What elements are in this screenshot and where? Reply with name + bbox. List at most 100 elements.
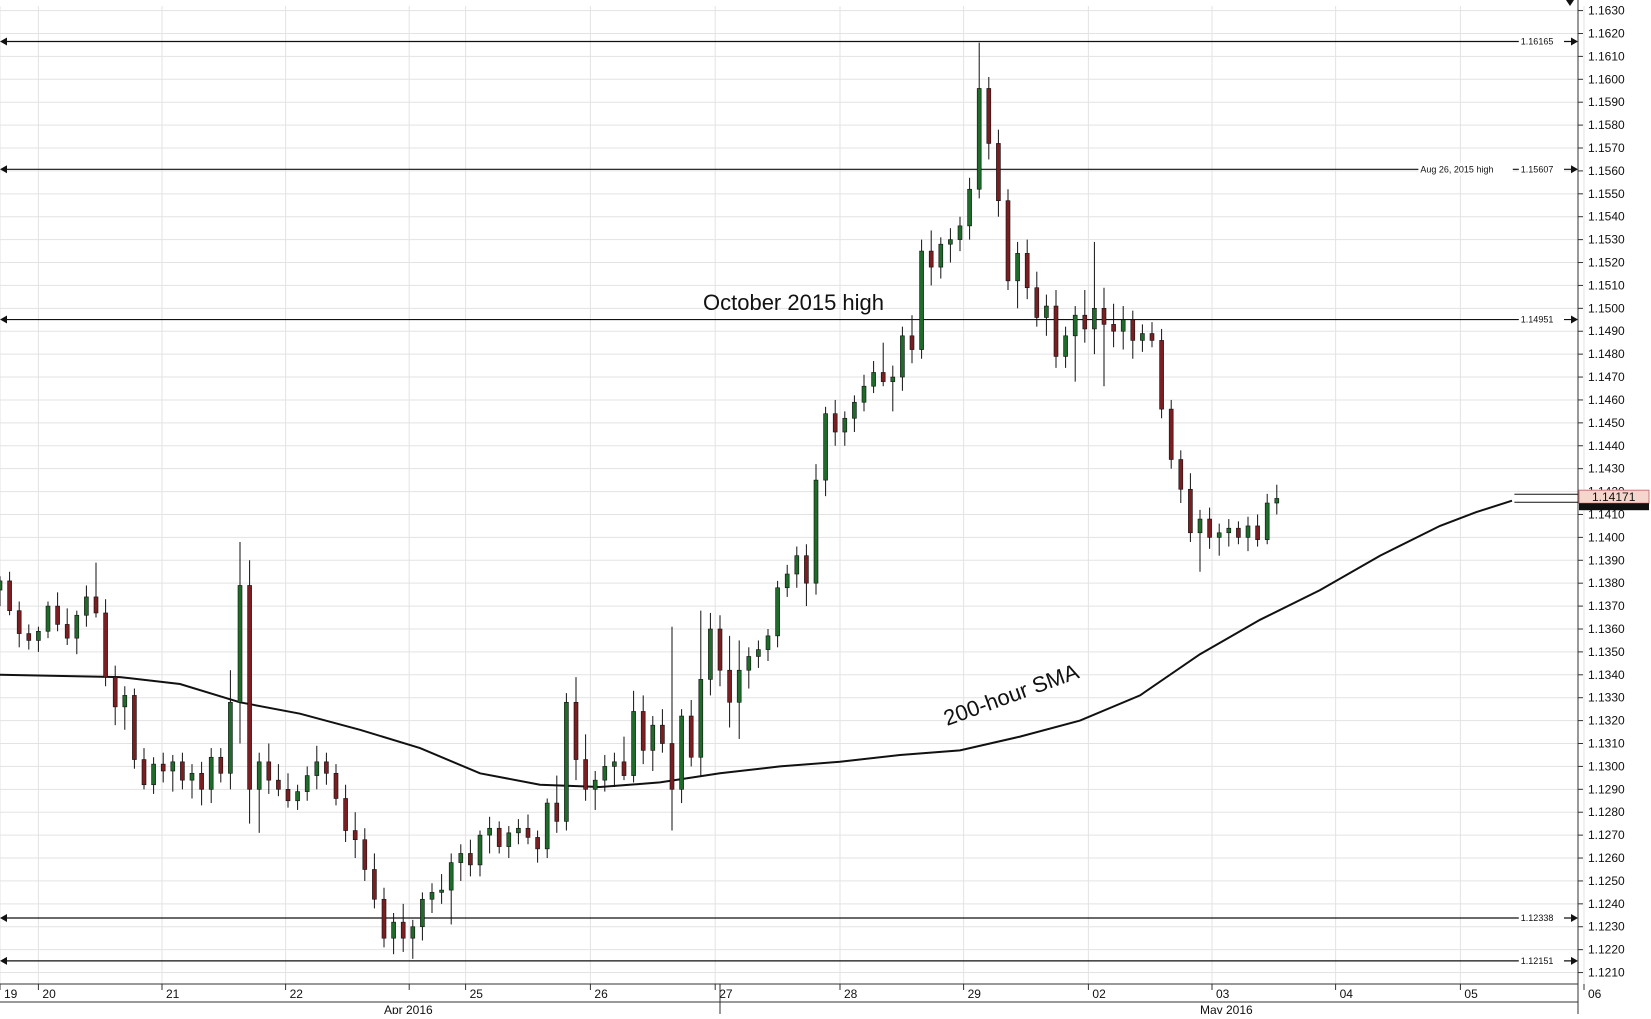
candle [832,399,838,446]
candle-body-down [64,624,70,639]
candle-body-up [1092,308,1097,330]
candle-body-down [160,763,166,772]
candle [602,754,608,792]
candle [1149,322,1155,348]
candle [189,764,195,799]
candle-body-down [343,798,348,831]
candle [0,576,3,607]
candle [871,361,876,394]
candle [218,748,224,783]
candle-body-up [957,225,963,240]
candle [1178,450,1184,504]
candle [304,766,310,801]
y-tick-label: 1.1400 [1588,530,1625,544]
candle-body-up [1072,314,1078,337]
x-tick-label: 25 [470,987,484,1001]
y-tick-label: 1.1610 [1588,49,1625,63]
x-tick-label: 28 [844,987,858,1001]
candle [1063,326,1068,368]
candle-body-down [93,596,99,614]
current-price-label: 1.14171 [1592,490,1636,504]
level-arrow-left-icon [0,914,7,923]
candle [7,571,12,616]
y-tick-label: 1.1230 [1588,920,1625,934]
candle-body-down [880,372,886,382]
candle [112,665,118,726]
candle-body-up [679,715,684,790]
candle-body-up [736,669,742,703]
candle [16,601,22,648]
y-tick-label: 1.1390 [1588,553,1625,567]
level-arrow-left-icon [0,315,7,324]
candle [1216,523,1222,556]
candle-body-down [218,756,224,774]
candle [967,177,972,240]
candle [1092,241,1097,355]
candle [1159,328,1164,419]
october-high-label: October 2015 high [703,290,884,315]
candle [688,699,694,767]
candle [420,892,425,941]
candle [583,734,588,801]
candle-body-up [871,372,876,387]
candle-body-up [448,862,454,891]
candle [1101,287,1107,387]
candle-body-down [333,772,339,799]
y-tick-label: 1.1330 [1588,691,1625,705]
candle-body-up [564,701,569,822]
candle-body-up [890,376,896,382]
candle [880,342,886,387]
candle-body-down [362,839,368,870]
candle [544,798,550,859]
candle-body-up [420,898,425,928]
candle-body-up [84,596,89,616]
candle-body-down [26,633,32,641]
candle [976,42,982,199]
candle-body-up [314,761,320,776]
candle [170,754,176,792]
candle [362,828,368,881]
candle-body-up [237,585,243,703]
candle-body-up [900,335,905,378]
level-label-bg [1518,312,1564,326]
candle-body-up [295,791,300,802]
candle [314,745,320,790]
candle-body-down [55,605,60,625]
candle-body-up [208,756,214,790]
y-tick-label: 1.1280 [1588,805,1625,819]
candle-body-down [1130,319,1136,341]
candle-body-down [381,898,387,939]
candle-body-up [784,573,790,589]
candle [1245,516,1251,552]
candle-body-up [823,413,828,481]
candle [631,690,636,783]
candle [93,562,99,618]
candle-body-down [535,837,540,850]
x-tick-label: 29 [968,987,982,1001]
chart-grid [0,6,1585,984]
candle-body-down [583,759,588,790]
level-arrow-right-icon [1571,315,1578,324]
candle-body-down [660,724,665,744]
candle [1226,519,1232,547]
candle-body-down [112,676,118,708]
candle [554,775,560,833]
candle [1255,514,1260,547]
candle [525,814,531,845]
candle-body-up [544,802,550,850]
y-tick-label: 1.1600 [1588,72,1625,86]
candle [919,239,924,359]
candle-body-down [621,761,627,776]
candle-body-up [592,779,598,790]
candle [410,919,416,959]
y-tick-label: 1.1320 [1588,714,1625,728]
candle-body-up [410,926,416,939]
candle-body-up [0,580,3,591]
y-tick-label: 1.1460 [1588,393,1625,407]
month-label-apr: Apr 2016 [384,1003,433,1014]
candle-body-down [554,802,560,822]
candle [468,839,473,877]
candle-body-up [1015,253,1020,282]
